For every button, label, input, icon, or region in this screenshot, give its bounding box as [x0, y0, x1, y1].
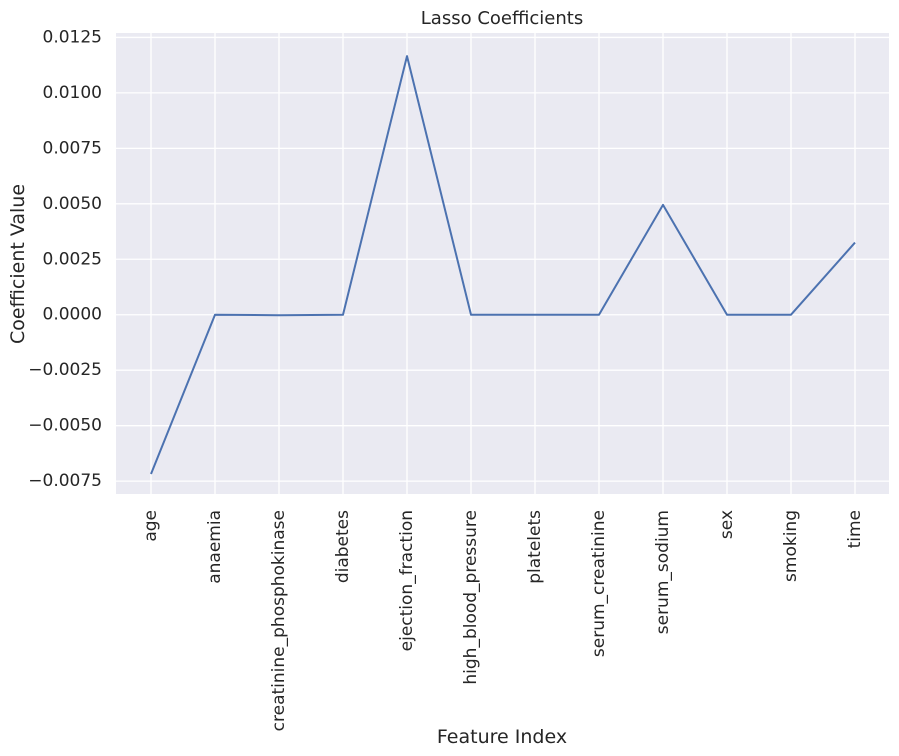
- x-tick-label: diabetes: [333, 510, 353, 583]
- x-tick-label: age: [141, 510, 161, 542]
- x-tick-label: smoking: [781, 510, 801, 582]
- series-line: [150, 55, 856, 475]
- x-axis-title: Feature Index: [437, 726, 567, 748]
- x-tick-label: ejection_fraction: [397, 510, 417, 651]
- chart-title: Lasso Coefficients: [421, 8, 583, 29]
- x-tick-label: creatinine_phosphokinase: [269, 510, 289, 731]
- x-tick-label: sex: [717, 510, 737, 539]
- y-tick-label: −0.0075: [28, 471, 102, 491]
- y-tick-label: 0.0100: [43, 83, 102, 103]
- x-tick-label: time: [845, 510, 865, 548]
- y-tick-label: −0.0050: [28, 416, 102, 436]
- y-tick-label: 0.0050: [43, 194, 102, 214]
- x-tick-label: serum_creatinine: [589, 510, 609, 657]
- x-tick-label: platelets: [525, 510, 545, 584]
- y-tick-label: −0.0025: [28, 360, 102, 380]
- plot-background: [116, 33, 889, 494]
- x-tick-labels: age anaemia creatinine_phosphokinase diabet…: [141, 510, 865, 731]
- y-tick-label: 0.0125: [43, 27, 102, 47]
- y-tick-label: 0.0000: [43, 305, 102, 325]
- y-tick-label: 0.0025: [43, 249, 102, 269]
- y-tick-label: 0.0075: [43, 138, 102, 158]
- series-group: [150, 55, 856, 475]
- y-axis-title: Coefficient Value: [7, 184, 29, 344]
- x-gridlines: [150, 33, 856, 494]
- x-tick-label: anaemia: [205, 510, 225, 584]
- y-tick-labels: −0.0075 −0.0050 −0.0025 0.0000 0.0025 0.0050 0…: [28, 27, 102, 491]
- x-tick-label: serum_sodium: [653, 510, 673, 634]
- x-tick-label: high_blood_pressure: [461, 510, 481, 685]
